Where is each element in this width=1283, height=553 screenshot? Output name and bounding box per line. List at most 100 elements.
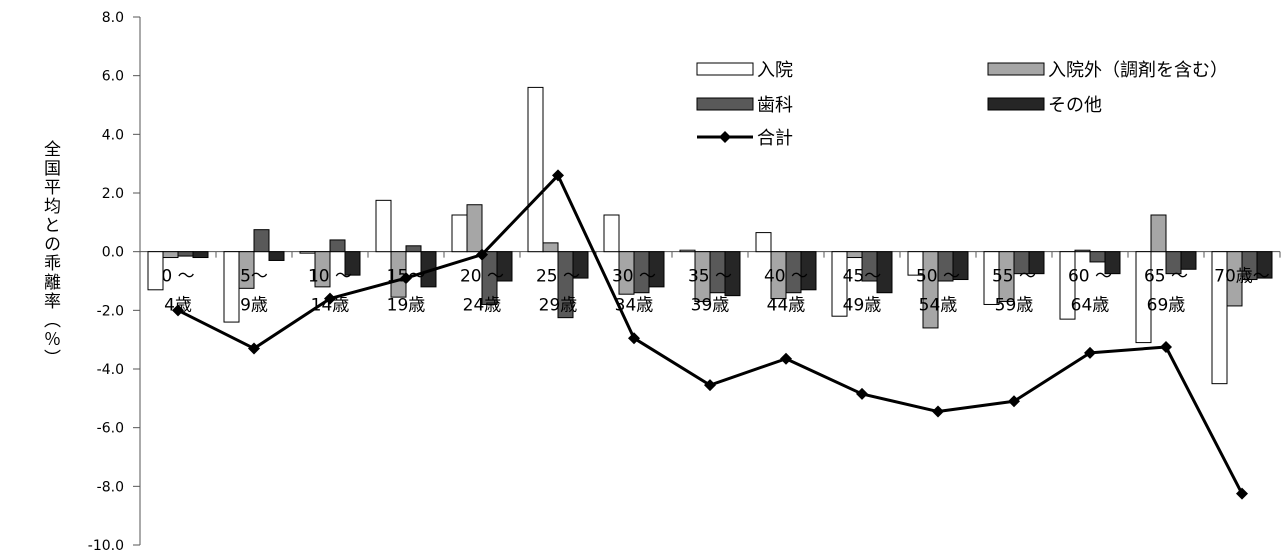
x-tick-label: 35 ～ [688,267,732,287]
bar-0-12 [1059,251,1076,320]
legend-label-2: 歯科 [757,95,793,116]
legend-swatch-0 [696,62,754,76]
x-tick-label: 69歳 [1147,296,1186,316]
bar-0-7 [679,249,696,253]
bar-3-13 [1180,251,1197,270]
x-tick-label: 70歳～ [1214,267,1270,287]
x-tick-label: 9歳 [240,296,268,316]
x-tick-label: 60 ～ [1068,267,1112,287]
x-tick-label: 39歳 [691,296,730,316]
bar-3-10 [952,251,969,281]
y-tick-label: -6.0 [97,421,124,437]
x-tick-label: 34歳 [615,296,654,316]
bar-2-5 [557,251,574,319]
bar-group [147,86,1273,385]
bar-2-1 [253,229,270,253]
y-axis-label: 全国平均との乖離率（％） [40,140,60,368]
bar-0-8 [755,232,772,253]
legend-swatch-3 [987,97,1045,111]
bar-0-2 [299,251,316,254]
total-line [177,173,1244,495]
bar-3-5 [572,251,589,279]
bar-0-6 [603,214,620,253]
x-tick-label: 49歳 [843,296,882,316]
legend-label-1: 入院外（調剤を含む） [1048,60,1228,81]
x-tick-label: 4歳 [164,296,192,316]
bar-2-2 [329,239,346,253]
bar-3-2 [344,251,361,276]
total-point-14 [1236,487,1248,500]
x-tick-label: 40 ～ [764,267,808,287]
x-tick-labels: 0 ～ 4歳 5～ 9歳 10 ～ 14歳 15～ 19歳 20 ～ 24歳 25 ～ 29歳 30 ～… [161,267,1269,316]
total-point-5 [552,169,564,182]
bar-1-9 [846,251,863,259]
total-point-1 [248,342,260,355]
legend-label-3: その他 [1048,95,1102,116]
total-point-13 [1160,341,1172,353]
x-tick-label: 55 ～ [992,267,1036,287]
total-point-0 [172,304,184,317]
x-tick-label: 54歳 [919,296,958,316]
bar-3-9 [876,251,893,294]
total-point-6 [628,332,640,345]
bar-0-14 [1211,251,1228,385]
y-tick-label: -2.0 [97,303,124,319]
y-tick-label: -10.0 [88,538,124,553]
x-tick-label: 64歳 [1071,296,1110,316]
bar-3-14 [1256,251,1273,279]
total-point-10 [932,405,944,418]
bar-0-13 [1135,251,1152,344]
x-tick-label: 5～ [240,267,268,287]
x-tick-label: 15～ [387,267,426,287]
bar-0-9 [831,251,848,317]
y-tick-label: 0.0 [102,245,124,261]
bar-1-4 [466,204,483,253]
x-tick-label: 10 ～ [308,267,352,287]
x-tick-label: 24歳 [463,296,502,316]
total-point-12 [1084,346,1096,359]
x-tick-label: 19歳 [387,296,426,316]
x-tick-label: 30 ～ [612,267,656,287]
bar-1-1 [238,251,255,289]
total-point-9 [856,387,868,400]
total-line-group [172,169,1248,500]
y-tick-label: -8.0 [97,479,124,495]
legend-swatch-1 [987,62,1045,76]
x-tick-label: 29歳 [539,296,578,316]
legend-marker [719,131,731,143]
legend-swatch-2 [696,97,754,111]
total-point-8 [780,352,792,365]
bar-3-6 [648,251,665,288]
bar-3-8 [800,251,817,291]
y-tick-label: 6.0 [102,69,124,85]
total-point-11 [1008,395,1020,408]
bar-0-1 [223,251,240,323]
total-point-7 [704,379,716,392]
total-point-2 [324,292,336,305]
bar-2-0 [177,251,194,257]
legend-label-4: 合計 [757,128,793,149]
bar-1-13 [1150,214,1167,253]
x-tick-label: 25 ～ [536,267,580,287]
bar-3-0 [192,251,209,259]
bar-1-12 [1074,249,1091,253]
x-tick-label: 0 ～ [161,267,194,287]
bar-1-2 [314,251,331,288]
bar-3-11 [1028,251,1045,275]
x-tick-label: 59歳 [995,296,1034,316]
bar-3-1 [268,251,285,261]
bar-3-12 [1104,251,1121,275]
legend-label-0: 入院 [757,60,793,81]
x-tick-label: 50 ～ [916,267,960,287]
y-tick-label: 4.0 [102,127,124,143]
bar-1-10 [922,251,939,329]
bar-0-5 [527,86,544,253]
bar-1-11 [998,251,1015,303]
total-point-4 [476,248,488,261]
bar-1-5 [542,242,559,253]
bar-3-4 [496,251,513,282]
bar-1-0 [162,251,179,259]
y-tick-label: 8.0 [102,10,124,26]
total-point-3 [400,272,412,285]
